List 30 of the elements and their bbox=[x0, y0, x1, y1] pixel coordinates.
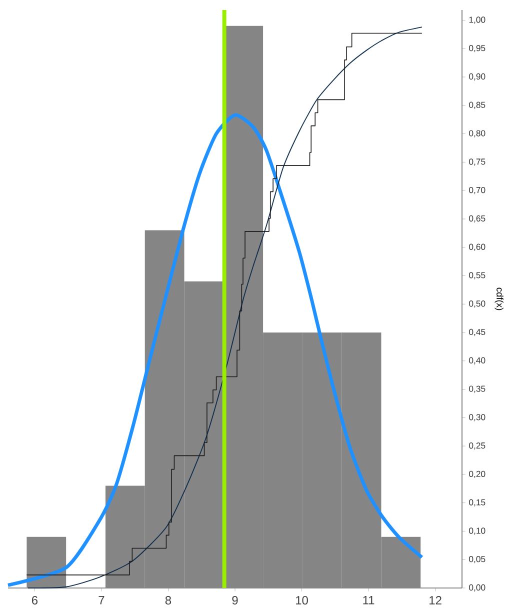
y-tick-label: 0,05 bbox=[469, 556, 486, 564]
y-tick-label: 0,60 bbox=[469, 244, 486, 251]
y-tick-label: 0,25 bbox=[469, 442, 486, 450]
x-tick-label: 10 bbox=[296, 596, 308, 605]
y-tick-label: 0,15 bbox=[469, 499, 486, 506]
y-tick-label: 0,95 bbox=[469, 45, 486, 52]
y-tick-label: 0,70 bbox=[469, 186, 486, 194]
x-tick-label: 8 bbox=[165, 596, 172, 605]
y-tick-label: 0,90 bbox=[469, 73, 486, 81]
y-tick-label: 0,85 bbox=[469, 102, 486, 109]
y-tick-label: 0,75 bbox=[469, 158, 486, 166]
y-tick-label: 0,50 bbox=[469, 300, 486, 308]
x-tick-label: 12 bbox=[430, 596, 442, 604]
y-tick-label: 0,20 bbox=[469, 470, 486, 478]
y-tick-label: 0,30 bbox=[469, 414, 486, 422]
y-tick-label: 0,40 bbox=[469, 357, 486, 364]
y-tick-label: 0,00 bbox=[469, 584, 486, 592]
x-tick-label: 9 bbox=[232, 596, 238, 605]
x-tick-label: 7 bbox=[98, 596, 104, 604]
y-tick-label: 1,00 bbox=[469, 16, 486, 24]
y-tick-label: 0,45 bbox=[469, 328, 486, 336]
y-tick-label: 0,10 bbox=[469, 528, 486, 535]
y-tick-label: 0,35 bbox=[469, 386, 486, 393]
y-tick-label: 0,65 bbox=[469, 215, 486, 223]
line-series bbox=[6, 113, 424, 587]
y-tick-label: 0,80 bbox=[469, 130, 486, 138]
y-tick-label: 0,55 bbox=[469, 272, 486, 280]
x-tick-label: 6 bbox=[32, 596, 38, 605]
x-tick-label: 11 bbox=[363, 596, 374, 604]
y-axis-title: cdf(x) bbox=[494, 288, 504, 310]
